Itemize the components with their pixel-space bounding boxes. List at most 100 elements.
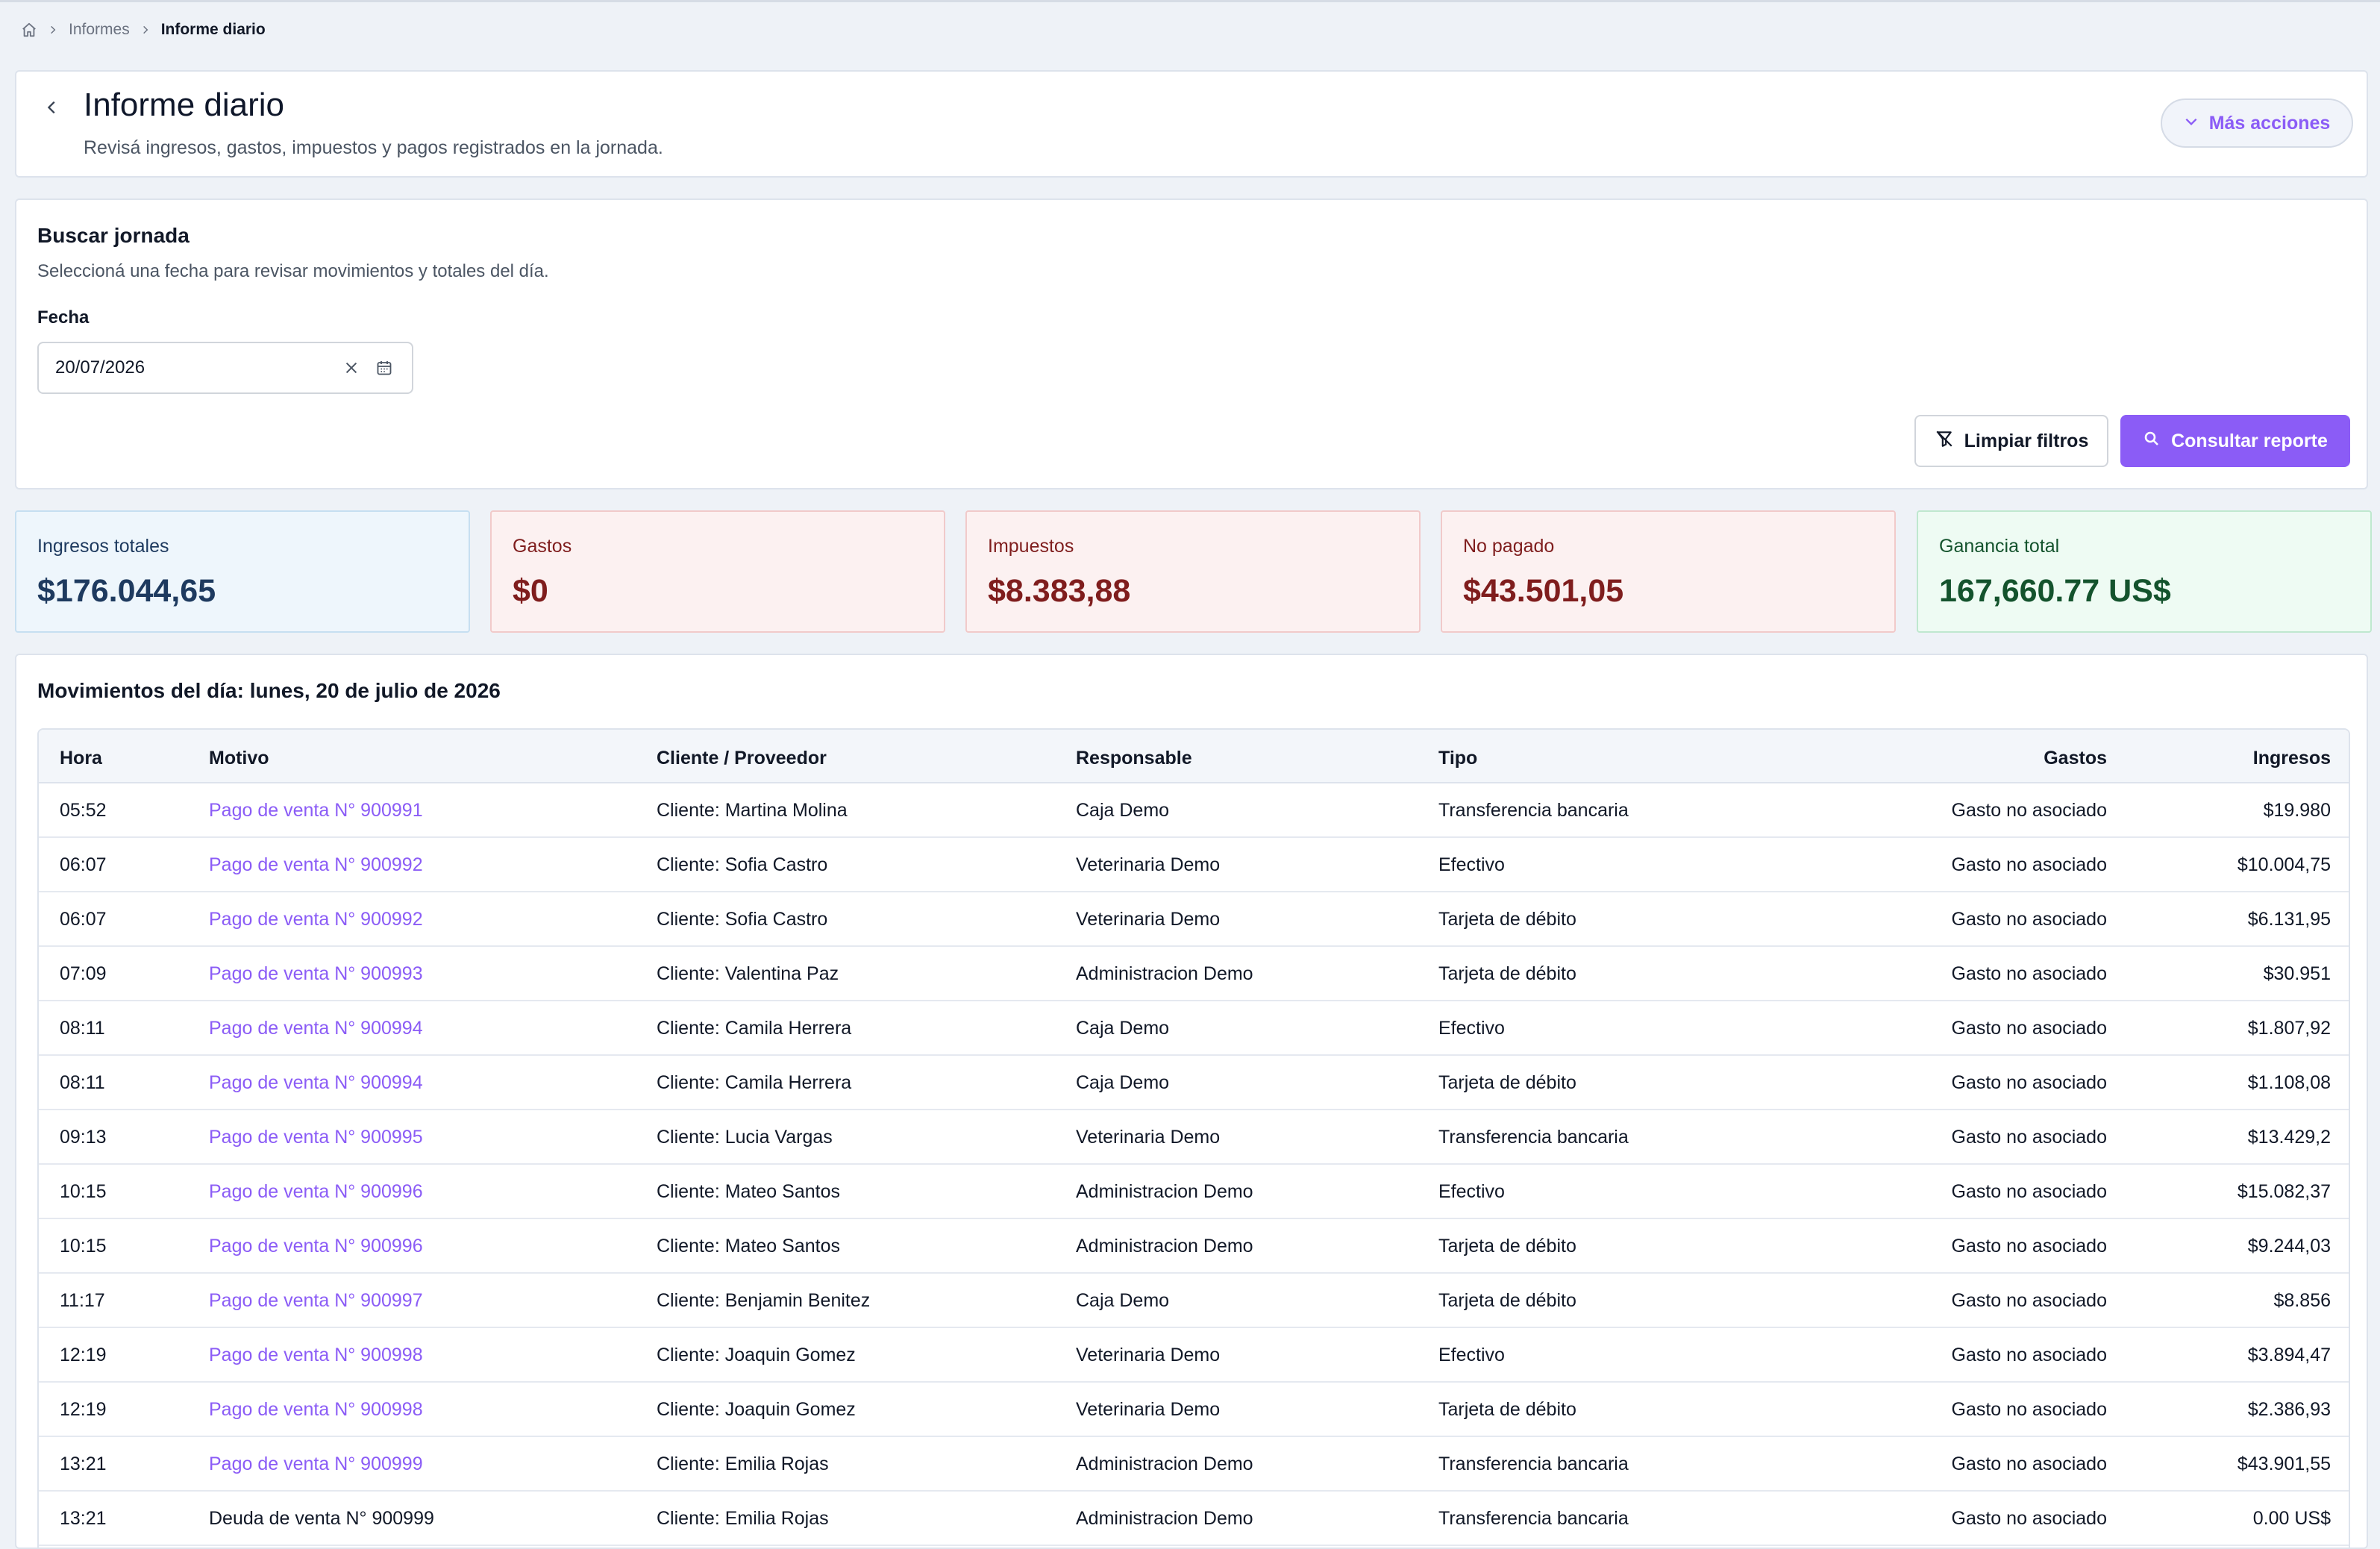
- more-actions-button[interactable]: Más acciones: [2161, 98, 2353, 148]
- table-row: 08:11 Pago de venta N° 900994 Cliente: Cam…: [39, 1001, 2349, 1056]
- chevron-left-icon: [44, 99, 60, 119]
- cell-hora: 10:15: [60, 1181, 107, 1202]
- search-description: Seleccioná una fecha para revisar movimi…: [37, 261, 549, 281]
- cell-ingresos: $43.901,55: [2237, 1453, 2331, 1474]
- cell-cliente: Cliente: Mateo Santos: [657, 1181, 840, 1202]
- cell-tipo: Tarjeta de débito: [1438, 909, 1576, 930]
- chevron-down-icon: [2184, 113, 2199, 134]
- cell-cliente: Cliente: Camila Herrera: [657, 1018, 852, 1039]
- cell-hora: 10:15: [60, 1236, 107, 1257]
- cell-cliente: Cliente: Joaquin Gomez: [657, 1399, 856, 1420]
- cell-tipo: Transferencia bancaria: [1438, 1508, 1629, 1529]
- cell-ingresos: $3.894,47: [2247, 1345, 2331, 1365]
- cell-motivo-link[interactable]: Pago de venta N° 900996: [209, 1181, 423, 1202]
- cell-motivo-link[interactable]: Pago de venta N° 900994: [209, 1072, 423, 1093]
- cell-ingresos: $8.856: [2273, 1290, 2331, 1311]
- more-actions-label: Más acciones: [2208, 112, 2331, 134]
- cell-motivo-link[interactable]: Pago de venta N° 900992: [209, 854, 423, 875]
- cell-responsable: Veterinaria Demo: [1076, 909, 1221, 930]
- cell-gastos: Gasto no asociado: [1951, 1127, 2107, 1148]
- cell-motivo-link[interactable]: Pago de venta N° 900994: [209, 1018, 423, 1039]
- cell-cliente: Cliente: Mateo Santos: [657, 1236, 840, 1257]
- breadcrumb-item-informes[interactable]: Informes: [69, 21, 130, 38]
- stat-value: $176.044,65: [37, 573, 216, 609]
- stat-value: $43.501,05: [1463, 573, 1624, 609]
- table-header: Hora Motivo Cliente / Proveedor Responsa…: [39, 730, 2349, 783]
- cell-cliente: Cliente: Valentina Paz: [657, 963, 839, 984]
- cell-hora: 06:07: [60, 909, 107, 930]
- cell-responsable: Veterinaria Demo: [1076, 1345, 1221, 1365]
- cell-hora: 05:52: [60, 800, 107, 821]
- cell-tipo: Transferencia bancaria: [1438, 1127, 1629, 1148]
- table-row: 08:11 Pago de venta N° 900994 Cliente: Cam…: [39, 1056, 2349, 1110]
- consult-report-label: Consultar reporte: [2171, 430, 2328, 451]
- cell-ingresos: $15.082,37: [2237, 1181, 2331, 1202]
- cell-tipo: Tarjeta de débito: [1438, 963, 1576, 984]
- cell-motivo-link[interactable]: Pago de venta N° 900997: [209, 1290, 423, 1311]
- cell-gastos: Gasto no asociado: [1951, 854, 2107, 875]
- filter-off-icon: [1935, 429, 1954, 454]
- consult-report-button[interactable]: Consultar reporte: [2120, 415, 2350, 467]
- cell-gastos: Gasto no asociado: [1951, 909, 2107, 930]
- movements-table: Hora Motivo Cliente / Proveedor Responsa…: [37, 728, 2350, 1549]
- cell-cliente: Cliente: Camila Herrera: [657, 1072, 852, 1093]
- column-header-motivo: Motivo: [209, 748, 269, 769]
- cell-tipo: Efectivo: [1438, 1181, 1505, 1202]
- column-header-gastos: Gastos: [2044, 748, 2107, 769]
- cell-tipo: Efectivo: [1438, 1345, 1505, 1365]
- cell-responsable: Veterinaria Demo: [1076, 1399, 1221, 1420]
- cell-cliente: Cliente: Sofia Castro: [657, 909, 828, 930]
- cell-gastos: Gasto no asociado: [1951, 1290, 2107, 1311]
- breadcrumb: Informes Informe diario: [21, 19, 266, 40]
- cell-tipo: Tarjeta de débito: [1438, 1072, 1576, 1093]
- cell-tipo: Transferencia bancaria: [1438, 800, 1629, 821]
- column-header-tipo: Tipo: [1438, 748, 1478, 769]
- cell-cliente: Cliente: Emilia Rojas: [657, 1453, 829, 1474]
- cell-ingresos: $30.951: [2263, 963, 2331, 984]
- date-field[interactable]: [37, 342, 413, 394]
- table-row: 10:15 Pago de venta N° 900996 Cliente: Mat…: [39, 1165, 2349, 1219]
- stat-label: Impuestos: [988, 536, 1074, 557]
- stat-label: Ingresos totales: [37, 536, 169, 557]
- stat-card-no-pagado: No pagado $43.501,05: [1441, 510, 1896, 633]
- cell-motivo: Deuda de venta N° 900999: [209, 1508, 434, 1529]
- cell-ingresos: $2.386,93: [2247, 1399, 2331, 1420]
- stat-label: Ganancia total: [1939, 536, 2060, 557]
- top-border: [0, 0, 2380, 2]
- clear-date-icon[interactable]: [340, 357, 363, 379]
- calendar-icon[interactable]: [373, 357, 395, 379]
- cell-motivo-link[interactable]: Pago de venta N° 900998: [209, 1399, 423, 1420]
- clear-filters-button[interactable]: Limpiar filtros: [1914, 415, 2108, 467]
- cell-gastos: Gasto no asociado: [1951, 1181, 2107, 1202]
- cell-responsable: Veterinaria Demo: [1076, 854, 1221, 875]
- cell-motivo-link[interactable]: Pago de venta N° 900993: [209, 963, 423, 984]
- stat-card-gastos: Gastos $0: [490, 510, 945, 633]
- cell-ingresos: $13.429,2: [2247, 1127, 2331, 1148]
- cell-motivo-link[interactable]: Pago de venta N° 900995: [209, 1127, 423, 1148]
- date-input[interactable]: [55, 357, 331, 378]
- cell-motivo-link[interactable]: Pago de venta N° 900991: [209, 800, 423, 821]
- cell-hora: 12:19: [60, 1345, 107, 1365]
- cell-motivo-link[interactable]: Pago de venta N° 900996: [209, 1236, 423, 1257]
- cell-motivo-link[interactable]: Pago de venta N° 900992: [209, 909, 423, 930]
- cell-motivo-link[interactable]: Pago de venta N° 900998: [209, 1345, 423, 1365]
- stat-label: Gastos: [513, 536, 572, 557]
- cell-ingresos: $10.004,75: [2237, 854, 2331, 875]
- cell-motivo-link[interactable]: Pago de venta N° 900999: [209, 1453, 423, 1474]
- stat-card-ganancia: Ganancia total 167,660.77 US$: [1917, 510, 2372, 633]
- cell-ingresos: $6.131,95: [2247, 909, 2331, 930]
- cell-responsable: Administracion Demo: [1076, 1508, 1253, 1529]
- table-row: 06:07 Pago de venta N° 900992 Cliente: Sof…: [39, 892, 2349, 947]
- cell-ingresos: $19.980: [2263, 800, 2331, 821]
- cell-gastos: Gasto no asociado: [1951, 1345, 2107, 1365]
- cell-responsable: Caja Demo: [1076, 1018, 1170, 1039]
- back-button[interactable]: [37, 94, 67, 124]
- cell-ingresos: 0.00 US$: [2252, 1508, 2331, 1529]
- cell-responsable: Veterinaria Demo: [1076, 1127, 1221, 1148]
- search-title: Buscar jornada: [37, 224, 190, 247]
- home-icon[interactable]: [21, 22, 37, 38]
- cell-hora: 12:19: [60, 1399, 107, 1420]
- cell-tipo: Tarjeta de débito: [1438, 1236, 1576, 1257]
- column-header-responsable: Responsable: [1076, 748, 1192, 769]
- table-row: 13:21 Deuda de venta N° 900999 Cliente: Em…: [39, 1492, 2349, 1546]
